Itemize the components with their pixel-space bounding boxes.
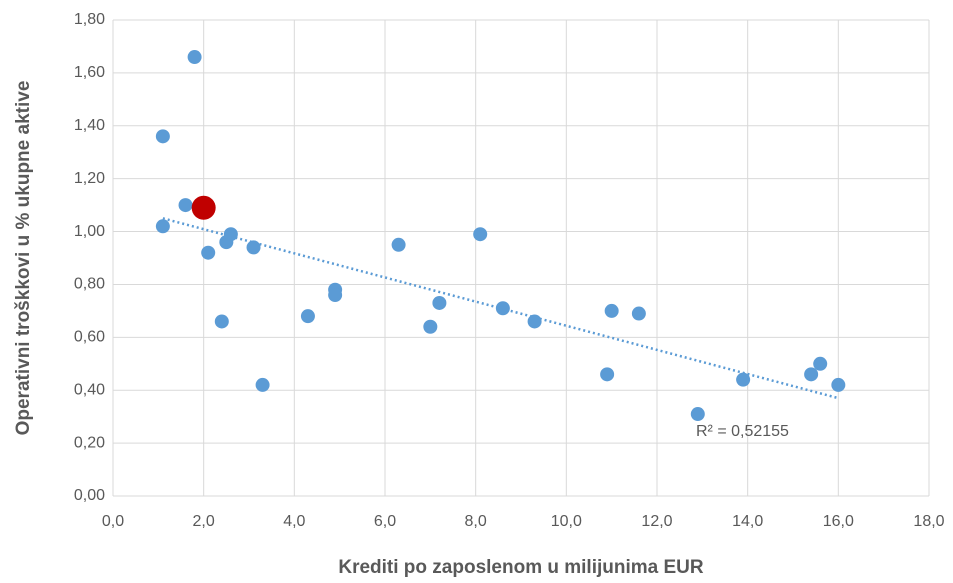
x-tick-label: 12,0 bbox=[641, 513, 672, 530]
x-tick-label: 14,0 bbox=[732, 513, 763, 530]
scatter-point bbox=[604, 303, 619, 318]
y-axis-title: Operativni troškkovi u % ukupne aktive bbox=[13, 81, 34, 436]
y-tick-label: 0,60 bbox=[74, 329, 105, 346]
scatter-point bbox=[246, 240, 261, 255]
scatter-point bbox=[813, 356, 828, 371]
y-tick-label: 0,40 bbox=[74, 381, 105, 398]
x-tick-label: 8,0 bbox=[465, 513, 487, 530]
scatter-point bbox=[432, 295, 447, 310]
scatter-point bbox=[328, 288, 343, 303]
scatter-point bbox=[423, 319, 438, 334]
scatter-point bbox=[178, 198, 193, 213]
scatter-point bbox=[155, 129, 170, 144]
y-tick-label: 0,20 bbox=[74, 434, 105, 451]
x-tick-label: 4,0 bbox=[283, 513, 305, 530]
scatter-point bbox=[736, 372, 751, 387]
scatter-point bbox=[187, 50, 202, 65]
scatter-point bbox=[391, 237, 406, 252]
scatter-point bbox=[527, 314, 542, 329]
scatter-point bbox=[631, 306, 646, 321]
y-tick-label: 1,40 bbox=[74, 117, 105, 134]
x-tick-label: 10,0 bbox=[551, 513, 582, 530]
scatter-point bbox=[831, 377, 846, 392]
x-tick-label: 16,0 bbox=[823, 513, 854, 530]
scatter-point bbox=[255, 377, 270, 392]
scatter-point bbox=[495, 301, 510, 316]
scatter-point bbox=[223, 227, 238, 242]
x-tick-label: 6,0 bbox=[374, 513, 396, 530]
scatter-point bbox=[804, 367, 819, 382]
annotation: R² = 0,52155 bbox=[696, 423, 789, 440]
x-axis-title: Krediti po zaposlenom u milijunima EUR bbox=[338, 557, 704, 578]
x-tick-label: 0,0 bbox=[102, 513, 124, 530]
scatter-point bbox=[300, 309, 315, 324]
scatter-point bbox=[155, 219, 170, 234]
scatter-point bbox=[690, 407, 705, 422]
scatter-point bbox=[201, 245, 216, 260]
y-tick-label: 0,00 bbox=[74, 487, 105, 504]
x-tick-label: 18,0 bbox=[913, 513, 944, 530]
y-tick-label: 1,60 bbox=[74, 64, 105, 81]
y-tick-label: 1,00 bbox=[74, 223, 105, 240]
y-tick-label: 1,80 bbox=[74, 11, 105, 28]
y-tick-label: 1,20 bbox=[74, 170, 105, 187]
scatter-point bbox=[191, 195, 216, 220]
scatter-point bbox=[600, 367, 615, 382]
trendline bbox=[162, 217, 839, 400]
scatter-point bbox=[214, 314, 229, 329]
x-tick-label: 2,0 bbox=[193, 513, 215, 530]
scatter-point bbox=[473, 227, 488, 242]
y-tick-label: 0,80 bbox=[74, 276, 105, 293]
